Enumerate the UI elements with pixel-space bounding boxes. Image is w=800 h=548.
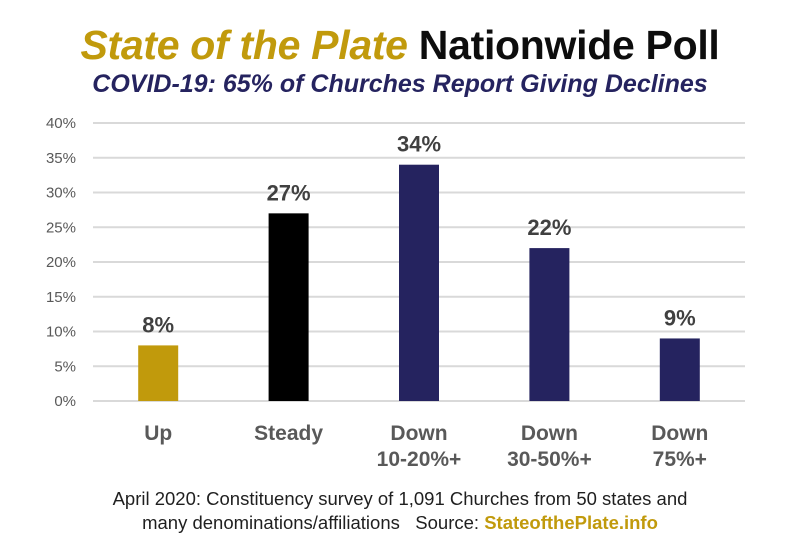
bars — [138, 164, 700, 401]
bar — [268, 213, 309, 401]
y-tick-label: 20% — [46, 254, 76, 271]
y-tick-label: 15% — [46, 289, 76, 306]
data-labels: 8% 27% 34% 22% 9% — [142, 132, 695, 338]
title-brand: State of the Plate — [80, 22, 408, 68]
footer-note-line2: many denominations/affiliations Source: … — [0, 512, 800, 534]
bar — [138, 345, 179, 401]
footer-note-line1: April 2020: Constituency survey of 1,091… — [112, 488, 688, 509]
title-rest: Nationwide Poll — [418, 22, 720, 68]
footer-note-text: many denominations/affiliations Source: — [142, 512, 485, 533]
y-axis-ticks: 0% 5% 10% 15% 20% 25% 30% 35% 40% — [46, 115, 76, 410]
y-tick-label: 0% — [54, 393, 76, 410]
x-tick-label: Down — [651, 422, 708, 445]
data-label: 27% — [267, 180, 311, 205]
data-label: 22% — [527, 215, 571, 240]
y-tick-label: 40% — [46, 115, 76, 132]
data-label: 9% — [664, 305, 696, 330]
chart-subtitle: COVID-19: 65% of Churches Report Giving … — [92, 70, 708, 98]
data-label: 34% — [397, 132, 441, 157]
x-tick-label: Steady — [254, 422, 323, 445]
x-tick-label: 30-50%+ — [507, 448, 592, 471]
y-tick-label: 30% — [46, 185, 76, 202]
chart-title: State of the Plate Nationwide Poll — [0, 22, 800, 69]
bar — [399, 164, 439, 401]
x-tick-label: Down — [521, 422, 578, 445]
y-tick-label: 5% — [54, 358, 76, 375]
data-label: 8% — [142, 312, 174, 337]
y-tick-label: 25% — [46, 219, 76, 236]
x-tick-label: 75%+ — [653, 448, 707, 471]
source-link[interactable]: StateofthePlate.info — [484, 512, 658, 533]
bar — [659, 338, 700, 401]
y-tick-label: 35% — [46, 150, 76, 167]
x-tick-label: 10-20%+ — [377, 448, 462, 471]
y-tick-label: 10% — [46, 324, 76, 341]
x-tick-label: Up — [144, 422, 172, 445]
x-tick-label: Down — [390, 422, 447, 445]
x-axis-labels: Up Steady Down 10-20%+ Down 30-50%+ Down 75%+ — [144, 422, 708, 471]
bar — [529, 248, 570, 401]
